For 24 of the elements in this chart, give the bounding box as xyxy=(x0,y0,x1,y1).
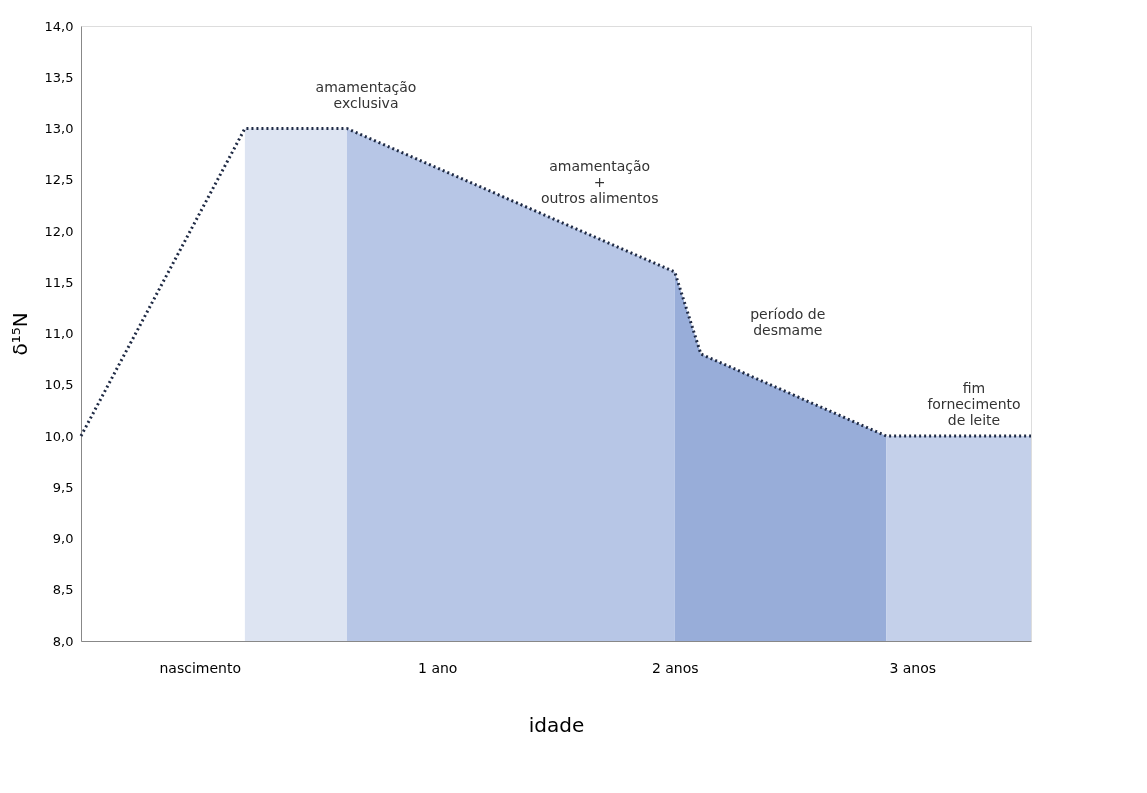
annotation: período de desmame xyxy=(750,306,826,339)
y-tick-label: 12,0 xyxy=(44,223,74,239)
annotation: amamentação exclusiva xyxy=(315,78,417,111)
y-tick-label: 8,0 xyxy=(52,633,74,649)
y-tick-label: 10,0 xyxy=(44,428,74,444)
x-tick-label: 2 anos xyxy=(651,659,699,676)
y-tick-label: 13,0 xyxy=(44,121,74,136)
annotation: amamentação + outros alimentos xyxy=(540,158,659,207)
line-series xyxy=(79,127,1033,438)
y-tick-label: 8,5 xyxy=(52,582,74,598)
y-tick-label: 9,0 xyxy=(52,531,74,546)
y-tick-label: 11,0 xyxy=(44,326,74,341)
y-axis-title: δ¹⁵N xyxy=(7,312,32,356)
x-tick-label: 1 ano xyxy=(418,659,458,676)
annotation: fim fornecimento de leite xyxy=(927,379,1021,428)
y-tick-label: 13,5 xyxy=(44,69,74,85)
y-tick-label: 9,5 xyxy=(52,479,74,495)
y-tick-label: 14,0 xyxy=(44,18,74,34)
y-tick-label: 12,5 xyxy=(44,172,74,188)
y-tick-label: 10,5 xyxy=(44,377,74,393)
x-tick-label: nascimento xyxy=(159,659,242,676)
x-axis-title: idade xyxy=(528,712,585,737)
x-tick-label: 3 anos xyxy=(889,659,937,676)
y-tick-label: 11,5 xyxy=(44,274,74,290)
